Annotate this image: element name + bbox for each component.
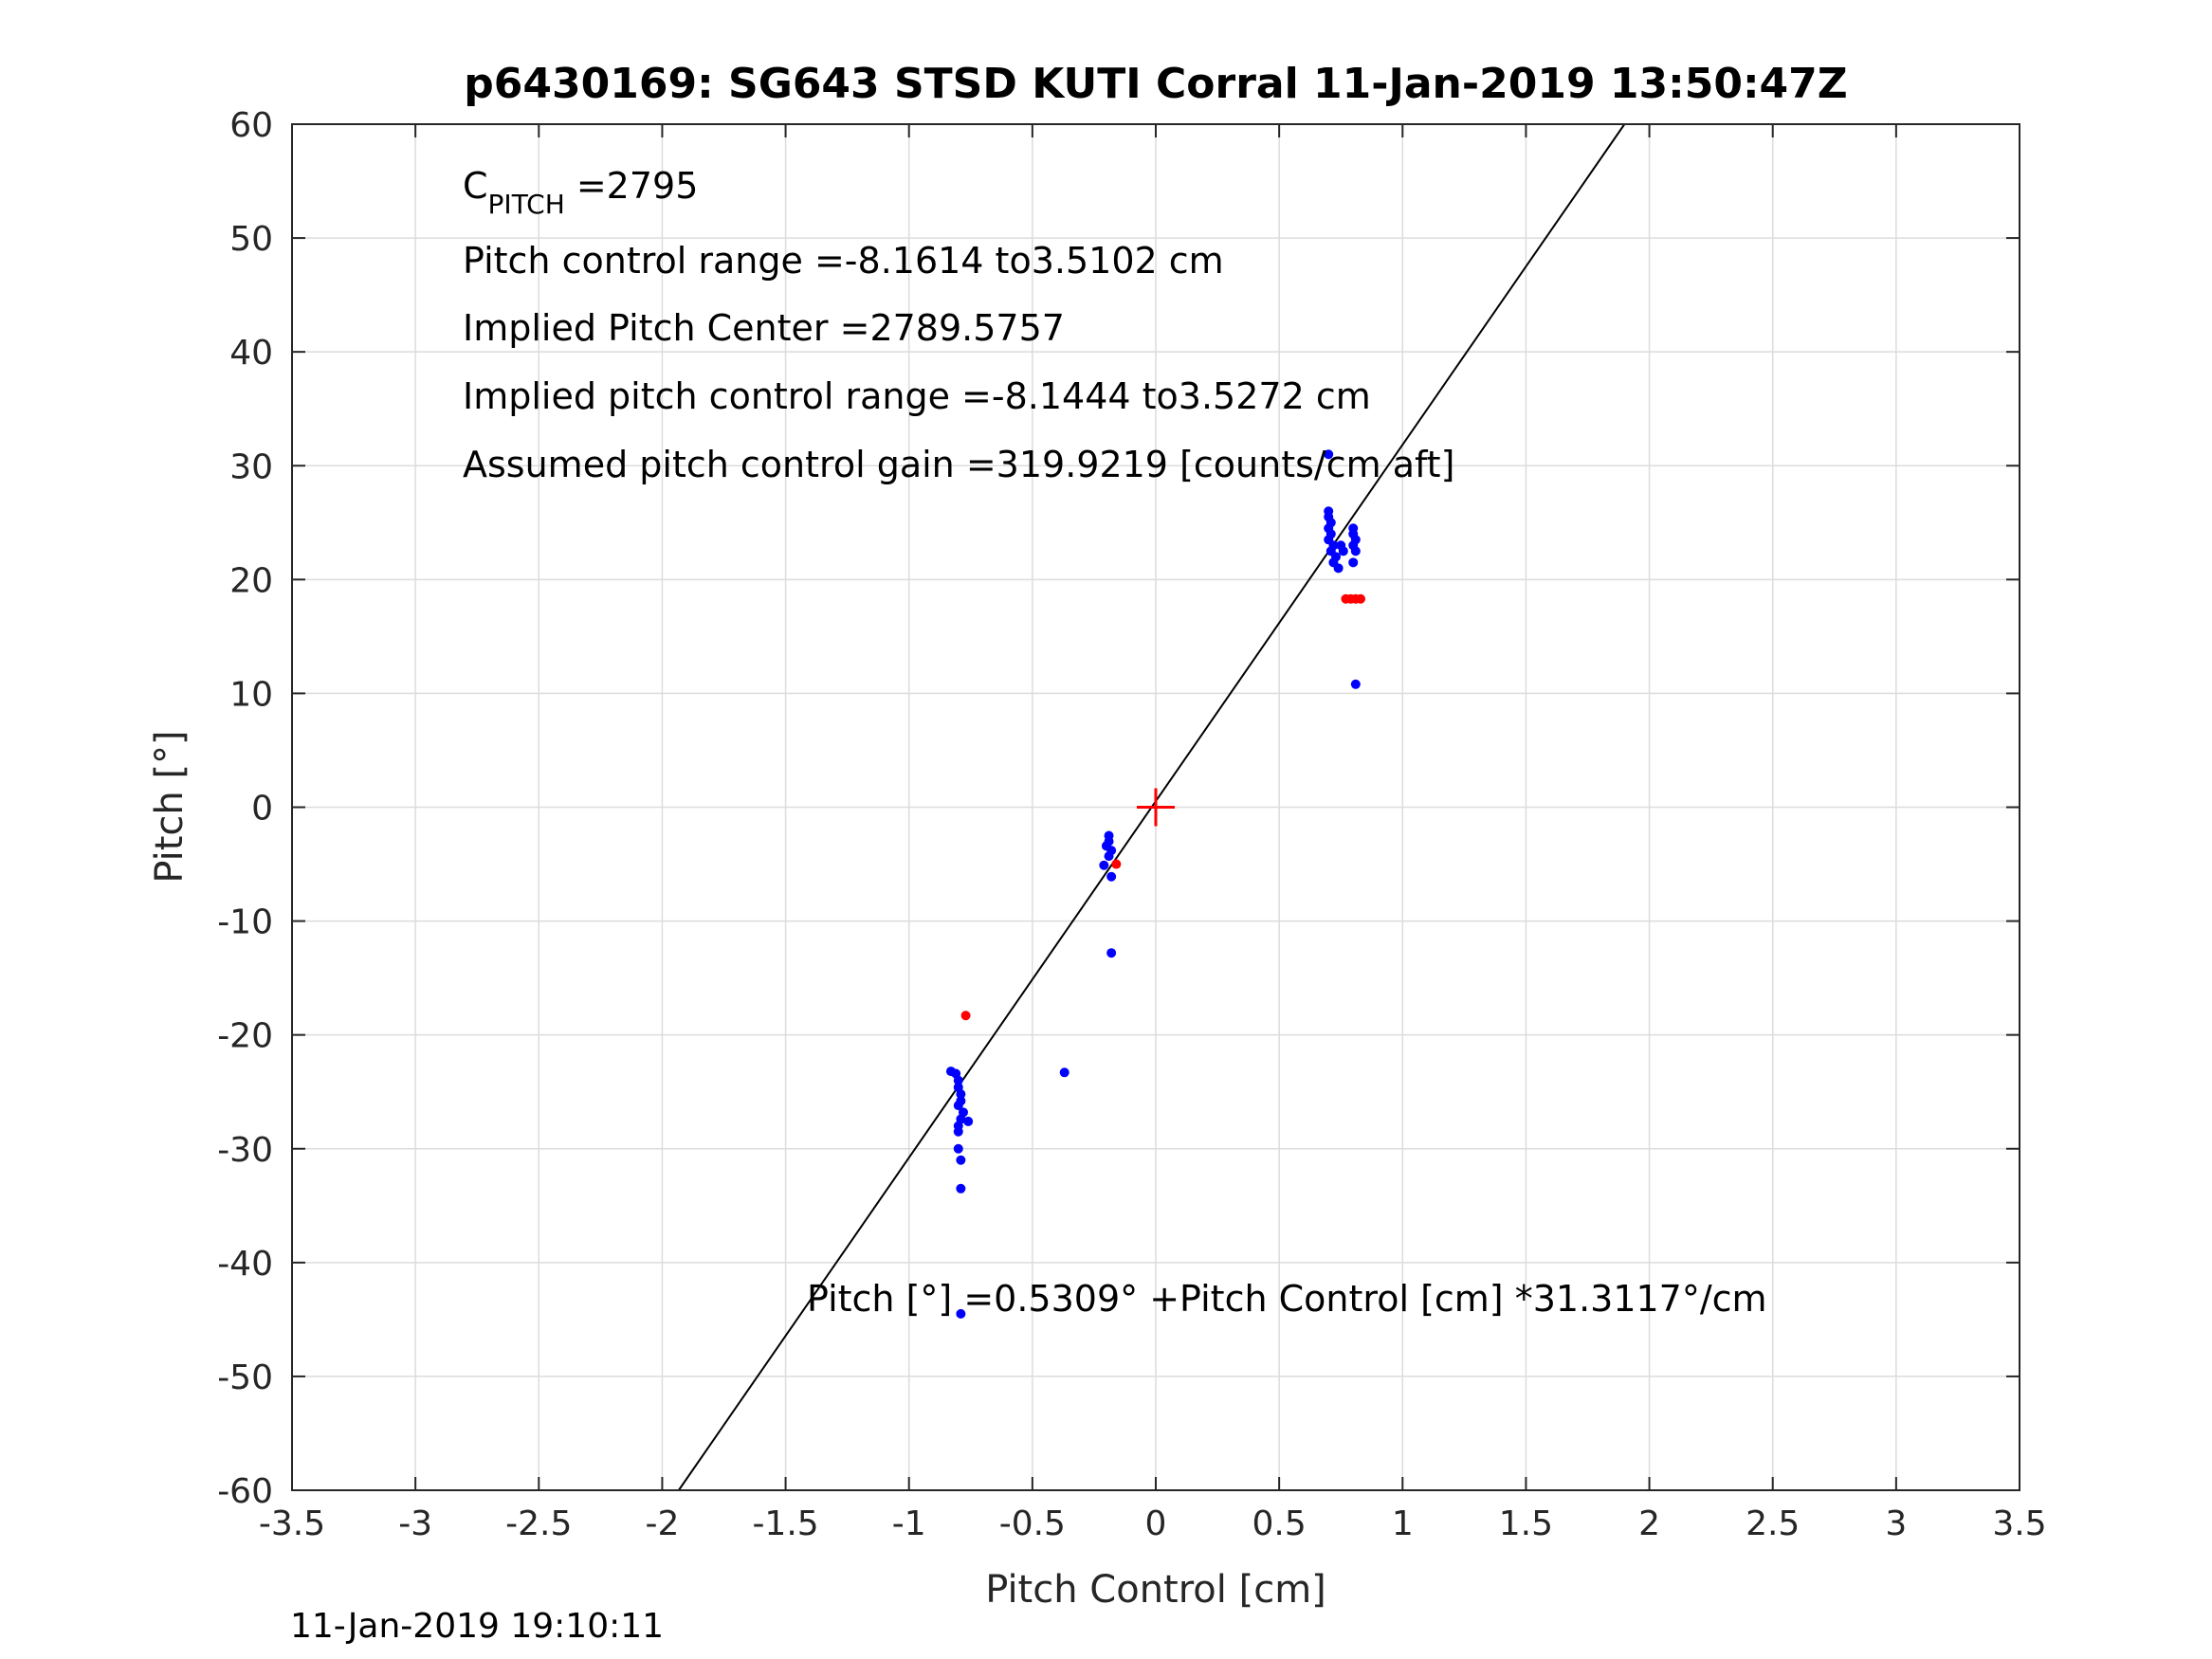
y-tick-label: -30 (217, 1131, 273, 1170)
x-tick-label: 2.5 (1746, 1504, 1800, 1543)
scatter-point (956, 1089, 966, 1100)
x-tick-label: 3 (1885, 1504, 1907, 1543)
data-points (945, 449, 1366, 1319)
scatter-point (1059, 1067, 1069, 1078)
pitch-control-range-annotation: Pitch control range =-8.1614 to3.5102 cm (463, 240, 1224, 282)
scatter-point (953, 1126, 963, 1137)
scatter-point (1333, 563, 1344, 574)
x-tick-label: 1 (1392, 1504, 1414, 1543)
y-tick-label: 50 (229, 220, 273, 259)
y-tick-label: -50 (217, 1358, 273, 1397)
scatter-point (1348, 557, 1359, 568)
x-tick-label: 3.5 (1992, 1504, 2046, 1543)
c-pitch-annotation: CPITCH =2795 (463, 165, 698, 220)
scatter-point (1104, 851, 1114, 862)
y-tick-label: 40 (229, 334, 273, 373)
c-pitch-main: C (463, 165, 488, 207)
c-pitch-value: =2795 (565, 165, 699, 207)
scatter-point (1099, 860, 1109, 870)
scatter-point (1350, 679, 1361, 689)
scatter-point (1338, 546, 1348, 556)
y-tick-label: 0 (251, 790, 273, 829)
y-tick-label: 20 (229, 561, 273, 600)
scatter-point (1324, 449, 1334, 460)
scatter-point (960, 1011, 971, 1021)
x-tick-label: -3 (398, 1504, 432, 1543)
implied-pitch-center-annotation: Implied Pitch Center =2789.5757 (463, 307, 1065, 349)
x-tick-label: -0.5 (999, 1504, 1066, 1543)
scatter-point (956, 1155, 966, 1165)
scatter-point (956, 1183, 966, 1194)
y-tick-label: 60 (229, 106, 273, 145)
x-tick-label: -3.5 (259, 1504, 325, 1543)
scatter-point (953, 1143, 963, 1154)
scatter-point (956, 1308, 966, 1319)
fit-equation-annotation: Pitch [°] =0.5309° +Pitch Control [cm] *… (807, 1278, 1767, 1320)
x-tick-label: 0.5 (1252, 1504, 1307, 1543)
y-tick-label: -40 (217, 1245, 273, 1284)
footer-timestamp: 11-Jan-2019 19:10:11 (290, 1607, 664, 1646)
x-tick-label: -1.5 (752, 1504, 818, 1543)
x-tick-label: 0 (1145, 1504, 1167, 1543)
x-axis-label: Pitch Control [cm] (985, 1568, 1326, 1612)
y-axis-label: Pitch [°] (148, 730, 192, 883)
c-pitch-subscript: PITCH (488, 189, 565, 220)
scatter-point (1350, 546, 1361, 556)
scatter-point (1356, 593, 1366, 604)
implied-pitch-control-range-annotation: Implied pitch control range =-8.1444 to3… (463, 375, 1371, 417)
y-tick-label: -20 (217, 1017, 273, 1056)
x-tick-label: -2 (645, 1504, 679, 1543)
scatter-point (1111, 859, 1122, 869)
y-tick-label: 10 (229, 675, 273, 714)
scatter-point (963, 1116, 974, 1126)
x-tick-label: 2 (1638, 1504, 1660, 1543)
scatter-point (1106, 871, 1117, 882)
plot-frame (291, 123, 2020, 1491)
scatter-point (953, 1101, 963, 1111)
chart-title: p6430169: SG643 STSD KUTI Corral 11-Jan-… (464, 60, 1847, 108)
scatter-point (953, 1075, 963, 1085)
y-tick-labels: -60 -50 -40 -30 -20 -10 0 10 20 30 40 50 60 (217, 106, 273, 1511)
x-tick-label: -1 (892, 1504, 926, 1543)
x-tick-label: -2.5 (505, 1504, 572, 1543)
x-tick-labels: -3.5 -3 -2.5 -2 -1.5 -1 -0.5 0 0.5 1 1.5 2 2.5 3 3.5 (259, 1504, 2047, 1543)
center-marker-layer (1137, 788, 1175, 827)
y-tick-label: -60 (217, 1472, 273, 1511)
y-tick-label: 30 (229, 447, 273, 486)
x-tick-label: 1.5 (1499, 1504, 1553, 1543)
assumed-gain-annotation: Assumed pitch control gain =319.9219 [co… (463, 444, 1454, 485)
y-tick-label: -10 (217, 903, 273, 942)
scatter-point (1106, 948, 1117, 958)
